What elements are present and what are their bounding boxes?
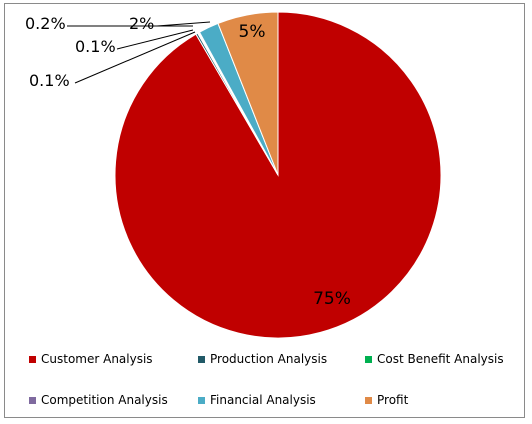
legend-item-production-analysis: Production Analysis: [198, 352, 327, 366]
data-label-production-analysis: 0.2%: [25, 14, 66, 33]
legend-item-competition-analysis: Competition Analysis: [29, 393, 168, 407]
data-label-competition-analysis: 0.1%: [29, 71, 70, 90]
legend-swatch: [29, 355, 36, 363]
leader-line-competition-analysis: [74, 31, 196, 84]
pie-slice-profit: [217, 11, 279, 176]
legend-swatch: [198, 355, 205, 363]
data-labels: 75% 0.2% 0.1% 0.1% 2% 5%: [25, 14, 351, 309]
data-label-cost-benefit-analysis: 0.1%: [75, 37, 116, 56]
data-label-customer-analysis: 75%: [313, 289, 351, 309]
legend-swatch: [365, 355, 372, 363]
pie-chart: 75% 0.2% 0.1% 0.1% 2% 5%: [25, 11, 442, 339]
leader-lines: [67, 21, 211, 84]
legend-label: Customer Analysis: [41, 352, 153, 366]
data-label-profit: 5%: [239, 22, 266, 42]
legend-label: Cost Benefit Analysis: [377, 352, 504, 366]
data-label-financial-analysis: 2%: [129, 14, 154, 33]
pie-slices: [114, 11, 442, 339]
leader-line-financial-analysis: [156, 21, 211, 27]
legend-item-profit: Profit: [365, 393, 408, 407]
legend-swatch: [29, 396, 36, 404]
legend-swatch: [198, 396, 205, 404]
legend-item-cost-benefit-analysis: Cost Benefit Analysis: [365, 352, 504, 366]
legend-item-customer-analysis: Customer Analysis: [29, 352, 153, 366]
legend-label: Production Analysis: [210, 352, 328, 366]
leader-line-cost-benefit-analysis: [116, 29, 194, 50]
legend: Customer Analysis Production Analysis Cost…: [29, 348, 519, 410]
legend-label: Profit: [377, 393, 409, 407]
legend-label: Competition Analysis: [41, 393, 168, 407]
legend-item-financial-analysis: Financial Analysis: [198, 393, 316, 407]
legend-swatch: [365, 396, 372, 404]
legend-label: Financial Analysis: [210, 393, 316, 407]
pie-slice-customer-analysis: [114, 11, 442, 339]
chart-frame: 75% 0.2% 0.1% 0.1% 2% 5% Customer Analysis Pro…: [4, 3, 525, 418]
